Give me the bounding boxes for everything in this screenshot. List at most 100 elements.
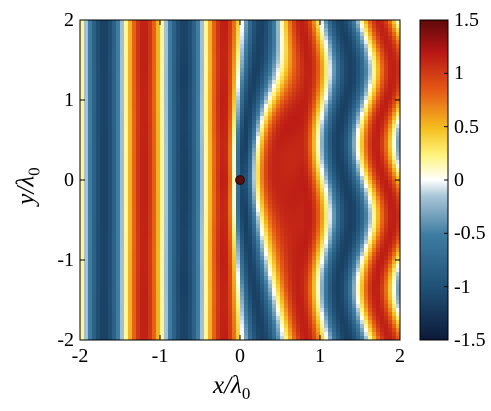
- heatmap-cell: [132, 224, 137, 229]
- heatmap-cell: [172, 212, 177, 217]
- heatmap-cell: [324, 292, 329, 297]
- heatmap-cell: [268, 200, 273, 205]
- heatmap-cell: [280, 180, 285, 185]
- heatmap-cell: [220, 128, 225, 133]
- heatmap-cell: [140, 288, 145, 293]
- heatmap-cell: [216, 336, 221, 340]
- heatmap-cell: [320, 84, 325, 89]
- heatmap-cell: [92, 272, 97, 277]
- heatmap-cell: [328, 96, 333, 101]
- heatmap-cell: [144, 252, 149, 257]
- heatmap-cell: [136, 120, 141, 125]
- heatmap-cell: [260, 192, 265, 197]
- heatmap-cell: [256, 252, 261, 257]
- heatmap-cell: [264, 156, 269, 161]
- heatmap-cell: [176, 288, 181, 293]
- heatmap-cell: [236, 112, 241, 117]
- heatmap-cell: [80, 252, 85, 257]
- heatmap-cell: [96, 36, 101, 41]
- heatmap-cell: [208, 308, 213, 313]
- heatmap-cell: [208, 320, 213, 325]
- heatmap-cell: [320, 228, 325, 233]
- heatmap-cell: [280, 108, 285, 113]
- heatmap-cell: [296, 192, 301, 197]
- heatmap-cell: [212, 144, 217, 149]
- heatmap-cell: [312, 116, 317, 121]
- heatmap-cell: [116, 288, 121, 293]
- heatmap-cell: [84, 80, 89, 85]
- heatmap-cell: [112, 164, 117, 169]
- heatmap-cell: [308, 296, 313, 301]
- heatmap-cell: [188, 236, 193, 241]
- heatmap-cell: [268, 220, 273, 225]
- heatmap-cell: [300, 288, 305, 293]
- heatmap-cell: [276, 72, 281, 77]
- heatmap-cell: [304, 116, 309, 121]
- heatmap-cell: [184, 296, 189, 301]
- heatmap-cell: [240, 104, 245, 109]
- heatmap-cell: [220, 216, 225, 221]
- heatmap-cell: [188, 84, 193, 89]
- heatmap-cell: [260, 316, 265, 321]
- heatmap-cell: [196, 36, 201, 41]
- heatmap-cell: [192, 32, 197, 37]
- heatmap-cell: [324, 332, 329, 337]
- heatmap-cell: [260, 268, 265, 273]
- heatmap-cell: [292, 292, 297, 297]
- heatmap-cell: [252, 240, 257, 245]
- heatmap-cell: [120, 128, 125, 133]
- heatmap-cell: [128, 256, 133, 261]
- heatmap-cell: [196, 320, 201, 325]
- heatmap-cell: [288, 100, 293, 105]
- heatmap-cell: [160, 264, 165, 269]
- heatmap-cell: [228, 200, 233, 205]
- heatmap-cell: [92, 76, 97, 81]
- heatmap-cell: [324, 140, 329, 145]
- heatmap-cell: [208, 124, 213, 129]
- heatmap-cell: [224, 288, 229, 293]
- heatmap-cell: [100, 96, 105, 101]
- heatmap-cell: [176, 188, 181, 193]
- heatmap-cell: [324, 304, 329, 309]
- heatmap-cell: [252, 60, 257, 65]
- heatmap-cell: [220, 204, 225, 209]
- heatmap-cell: [316, 36, 321, 41]
- heatmap-cell: [304, 180, 309, 185]
- heatmap-cell: [136, 284, 141, 289]
- heatmap-cell: [248, 268, 253, 273]
- heatmap-cell: [272, 40, 277, 45]
- heatmap-cell: [136, 212, 141, 217]
- heatmap-cell: [296, 284, 301, 289]
- heatmap-cell: [264, 320, 269, 325]
- heatmap-cell: [208, 268, 213, 273]
- heatmap-cell: [112, 144, 117, 149]
- heatmap-cell: [304, 148, 309, 153]
- heatmap-cell: [276, 20, 281, 25]
- heatmap-cell: [212, 188, 217, 193]
- heatmap-cell: [140, 116, 145, 121]
- heatmap-cell: [92, 20, 97, 25]
- heatmap-cell: [156, 176, 161, 181]
- heatmap-cell: [116, 244, 121, 249]
- heatmap-cell: [280, 260, 285, 265]
- heatmap-cell: [204, 220, 209, 225]
- heatmap-cell: [140, 20, 145, 25]
- heatmap-cell: [176, 60, 181, 65]
- heatmap-cell: [96, 68, 101, 73]
- heatmap-cell: [260, 20, 265, 25]
- heatmap-cell: [256, 192, 261, 197]
- heatmap-cell: [144, 116, 149, 121]
- heatmap-cell: [208, 232, 213, 237]
- heatmap-cell: [216, 204, 221, 209]
- heatmap-cell: [212, 136, 217, 141]
- heatmap-cell: [84, 144, 89, 149]
- heatmap-cell: [240, 172, 245, 177]
- heatmap-cell: [156, 44, 161, 49]
- heatmap-cell: [152, 308, 157, 313]
- heatmap-cell: [312, 68, 317, 73]
- heatmap-cell: [276, 120, 281, 125]
- heatmap-cell: [200, 124, 205, 129]
- heatmap-cell: [260, 136, 265, 141]
- heatmap-cell: [280, 72, 285, 77]
- heatmap-cell: [236, 52, 241, 57]
